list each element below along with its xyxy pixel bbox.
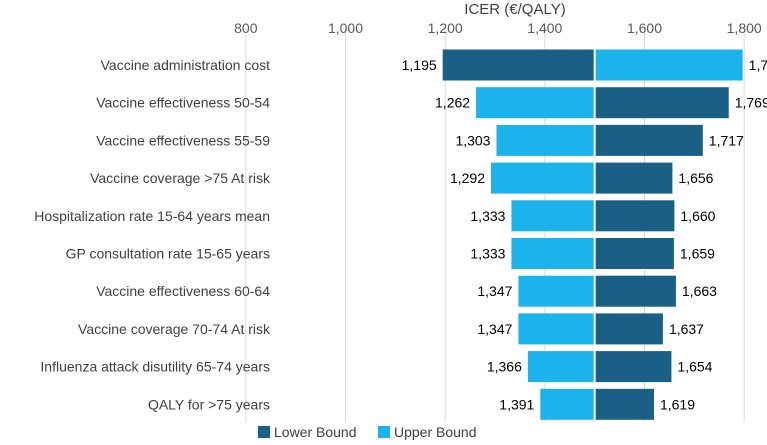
category-label: QALY for >75 years [148,396,270,412]
data-label-left: 1,391 [499,396,534,412]
data-label-right: 1,619 [660,396,695,412]
axis-title: ICER (€/QALY) [464,1,565,18]
data-label-right: 1,797 [749,57,767,73]
bar-upper-bound [518,313,595,345]
category-label: Vaccine effectiveness 55-59 [96,132,270,148]
bar-lower-bound [594,275,676,307]
category-labels: Vaccine administration cost Vaccine effec… [34,57,271,412]
bar-lower-bound [594,200,675,232]
bar-upper-bound [496,124,595,156]
bar-upper-bound [594,49,743,81]
bar-lower-bound [442,49,595,81]
category-label: GP consultation rate 15-65 years [66,246,270,262]
bar-upper-bound [540,388,595,420]
bar-upper-bound [518,275,595,307]
data-label-right: 1,717 [709,132,744,148]
bar-upper-bound [511,238,595,269]
category-label: Vaccine effectiveness 50-54 [96,95,270,111]
data-label-right: 1,656 [678,170,713,186]
legend-swatch-upper [378,426,390,438]
x-tick-label: 1,400 [527,20,562,36]
x-tick-label: 1,800 [727,20,762,36]
data-labels: 1,195 1,797 1,262 1,769 1,303 1,717 1,292 1,656… [402,57,767,412]
data-label-left: 1,333 [470,208,505,224]
bar-upper-bound [511,200,595,232]
data-label-right: 1,659 [680,246,715,262]
data-label-left: 1,292 [450,170,485,186]
data-label-left: 1,303 [455,132,490,148]
category-label: Vaccine coverage 70-74 At risk [78,321,271,337]
data-label-left: 1,333 [470,246,505,262]
bar-lower-bound [594,162,673,194]
data-label-right: 1,663 [682,283,717,299]
x-tick-label: 1,000 [328,20,363,36]
data-label-left: 1,347 [477,283,512,299]
category-label: Hospitalization rate 15-64 years mean [34,208,270,224]
category-label: Vaccine effectiveness 60-64 [96,283,270,299]
bar-lower-bound [594,87,729,119]
data-label-right: 1,769 [735,95,767,111]
category-label: Vaccine coverage >75 At risk [90,170,271,186]
bar-lower-bound [594,313,663,345]
legend-label-upper: Upper Bound [394,424,477,440]
bar-lower-bound [594,388,654,420]
data-label-left: 1,366 [487,359,522,375]
bar-lower-bound [594,124,703,156]
data-label-right: 1,637 [669,321,704,337]
x-tick-label: 1,600 [627,20,662,36]
category-label: Vaccine administration cost [101,57,270,73]
bar-upper-bound [491,162,595,194]
data-label-right: 1,654 [677,359,712,375]
data-label-left: 1,195 [402,57,437,73]
data-label-left: 1,347 [477,321,512,337]
data-label-right: 1,660 [680,208,715,224]
bar-lower-bound [594,238,674,269]
x-axis-ticks: 800 1,000 1,200 1,400 1,600 1,800 [234,20,762,36]
data-label-left: 1,262 [435,95,470,111]
bar-upper-bound [476,87,595,119]
x-tick-label: 800 [234,20,258,36]
legend-label-lower: Lower Bound [274,424,357,440]
category-label: Influenza attack disutility 65-74 years [40,359,270,375]
bar-lower-bound [594,351,672,383]
bar-upper-bound [527,351,595,383]
legend-swatch-lower [258,426,270,438]
legend: Lower Bound Upper Bound [258,424,477,440]
bars [442,49,743,420]
x-tick-label: 1,200 [428,20,463,36]
